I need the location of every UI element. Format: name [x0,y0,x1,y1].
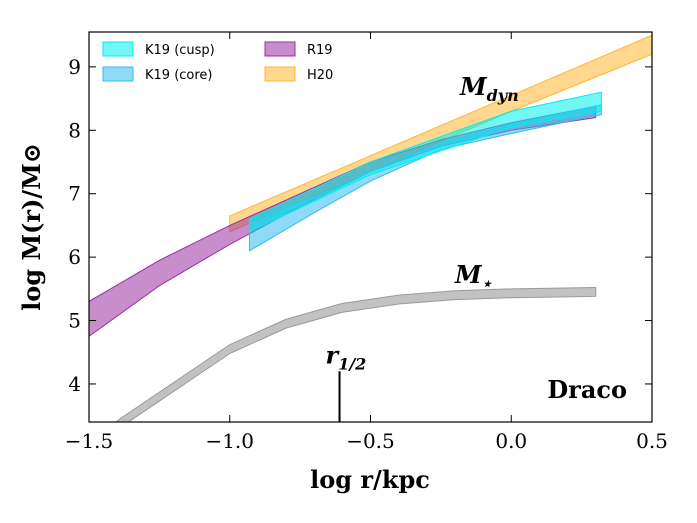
stellar-band [116,287,597,422]
y-tick-label: 5 [68,309,81,333]
x-tick-label: 0.0 [495,429,527,453]
annotation: r1/2 [326,340,367,373]
annotation-base: M [459,72,488,101]
legend-label: K19 (core) [145,68,213,83]
band [248,104,602,252]
legend-swatch [102,41,134,57]
legend-swatch [264,66,296,82]
x-tick-label: −1.0 [205,429,254,453]
band [248,91,602,233]
annotation: M⋆ [454,260,493,293]
y-tick-label: 4 [68,372,81,396]
plot-area [89,34,652,422]
annotation-base: M [454,260,483,289]
legend-swatch [264,41,296,57]
x-tick-label: 0.5 [636,429,668,453]
axes-frame [88,31,653,423]
annotation-sub: dyn [487,86,519,105]
legend-label: R19 [307,43,333,58]
legend-swatch [102,66,134,82]
legend-label: K19 (cusp) [145,43,215,58]
y-tick-label: 8 [68,118,81,142]
galaxy-label: Draco [547,375,627,404]
y-tick-label: 6 [68,245,81,269]
y-tick-label: 7 [68,182,81,206]
x-axis-label: log r/kpc [310,465,430,494]
annotation-base: r [326,340,341,369]
x-tick-label: −0.5 [346,429,395,453]
annotation-sub: 1/2 [338,354,366,373]
y-tick-label: 9 [68,55,81,79]
legend: K19 (cusp) K19 (core) R19 H20 [102,41,333,83]
y-axis-label: log M(r)/M⊙ [17,143,46,311]
band [89,105,597,338]
annotation: Mdyn [459,72,519,105]
legend-label: H20 [307,68,333,83]
x-tick-label: −1.5 [65,429,114,453]
annotation-sub: ⋆ [482,274,493,293]
